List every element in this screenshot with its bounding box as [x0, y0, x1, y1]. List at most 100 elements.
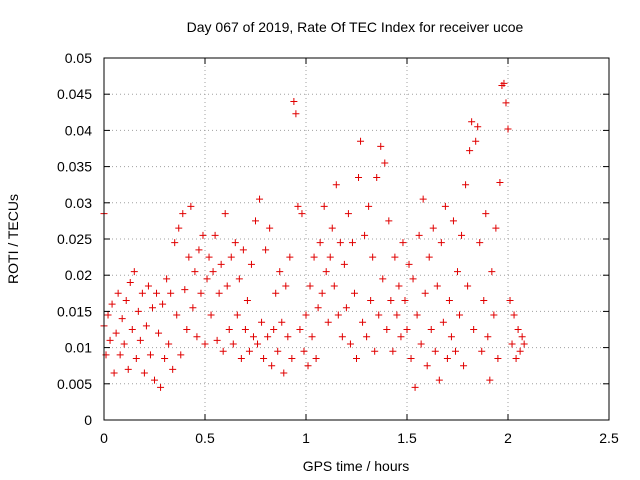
data-point	[227, 253, 235, 261]
data-point	[367, 297, 375, 305]
data-point	[484, 333, 492, 341]
data-point	[237, 354, 245, 362]
data-point	[445, 297, 453, 305]
y-axis-ticks: 0 0.005 0.01 0.015 0.02 0.025 0.03 0.035 0.04 0.0…	[57, 50, 609, 428]
x-tick-label: 2.5	[599, 430, 619, 446]
data-point	[183, 326, 191, 333]
data-point	[359, 318, 367, 326]
data-point	[114, 289, 122, 297]
data-point	[130, 268, 138, 276]
data-point	[163, 275, 171, 283]
x-axis-ticks: 0 0.5 1 1.5 2 2.5	[100, 58, 619, 446]
data-point	[310, 253, 318, 261]
data-point	[340, 260, 348, 268]
data-point	[187, 202, 195, 210]
data-points	[100, 79, 528, 391]
data-point	[161, 354, 169, 362]
data-point	[118, 315, 126, 323]
data-point	[415, 231, 423, 239]
data-point	[155, 329, 163, 337]
data-point	[185, 253, 193, 261]
data-point	[363, 333, 371, 341]
data-point	[294, 202, 302, 210]
data-point	[447, 333, 455, 341]
data-point	[381, 159, 389, 167]
data-point	[260, 354, 268, 362]
data-point	[328, 224, 336, 232]
data-point	[472, 137, 480, 145]
grid-lines	[104, 58, 609, 420]
data-point	[417, 340, 425, 348]
data-point	[284, 333, 292, 341]
x-axis-label: GPS time / hours	[303, 458, 410, 474]
data-point	[510, 311, 518, 319]
data-point	[403, 326, 411, 333]
data-point	[252, 217, 259, 225]
data-point	[373, 173, 381, 181]
data-point	[468, 118, 476, 126]
data-point	[243, 297, 251, 305]
data-point	[439, 318, 447, 326]
data-point	[148, 304, 156, 312]
data-point	[179, 210, 187, 218]
data-point	[292, 110, 300, 118]
data-point	[290, 97, 298, 105]
data-point	[153, 289, 161, 297]
data-point	[229, 340, 237, 348]
data-point	[278, 318, 286, 326]
data-point	[213, 336, 221, 344]
data-point	[272, 289, 280, 297]
data-point	[488, 268, 496, 276]
data-point	[241, 326, 249, 333]
data-point	[429, 224, 437, 232]
data-point	[474, 123, 482, 131]
data-point	[235, 275, 243, 283]
data-point	[282, 282, 290, 290]
data-point	[336, 239, 344, 247]
data-point	[239, 246, 247, 254]
y-tick-label: 0.03	[65, 195, 92, 211]
data-point	[389, 347, 397, 355]
data-point	[312, 354, 320, 362]
data-point	[476, 239, 484, 247]
data-point	[451, 347, 459, 355]
data-point	[245, 347, 253, 355]
data-point	[443, 354, 451, 362]
data-point	[405, 260, 413, 268]
data-point	[482, 210, 490, 218]
data-point	[110, 369, 118, 377]
y-tick-label: 0.005	[57, 376, 92, 392]
data-point	[165, 340, 173, 348]
data-point	[169, 365, 177, 373]
data-point	[138, 289, 146, 297]
data-point	[338, 333, 346, 341]
data-point	[466, 147, 474, 155]
data-point	[419, 195, 427, 203]
data-point	[314, 304, 322, 312]
data-point	[144, 282, 152, 290]
data-point	[460, 362, 468, 370]
data-point	[106, 336, 114, 344]
data-point	[231, 239, 239, 247]
data-point	[203, 275, 211, 283]
data-point	[167, 289, 175, 297]
data-point	[191, 268, 199, 276]
data-point	[397, 333, 405, 341]
data-point	[247, 260, 255, 268]
data-point	[407, 354, 415, 362]
data-point	[288, 354, 296, 362]
data-point	[355, 173, 363, 181]
data-point	[393, 311, 401, 319]
data-point	[409, 275, 417, 283]
data-point	[108, 300, 116, 308]
data-point	[514, 326, 522, 333]
data-point	[211, 231, 219, 239]
data-point	[427, 326, 435, 333]
data-point	[449, 217, 457, 225]
data-point	[262, 246, 270, 254]
data-point	[454, 268, 461, 276]
x-tick-label: 1.5	[397, 430, 417, 446]
y-tick-label: 0.05	[65, 50, 92, 66]
data-point	[298, 210, 306, 218]
